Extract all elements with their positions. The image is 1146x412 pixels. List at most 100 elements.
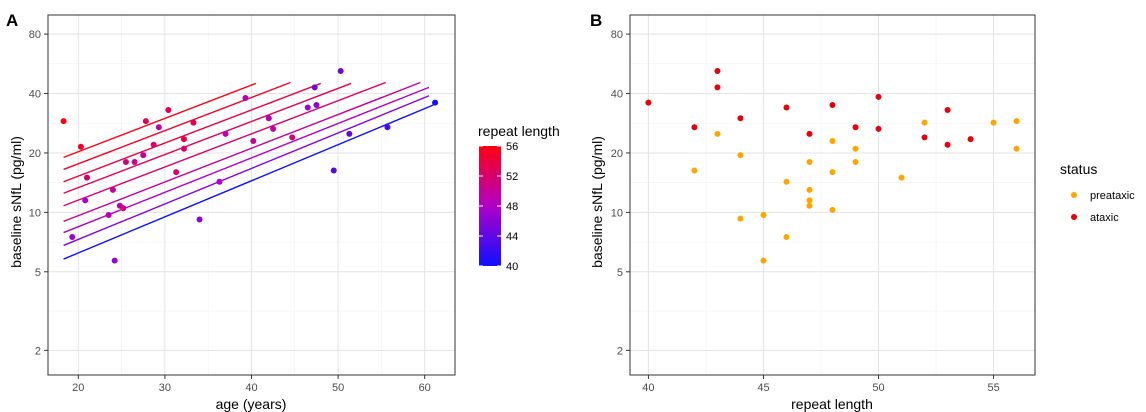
panel-a-y-tick-label: 20 bbox=[29, 148, 41, 160]
data-point bbox=[270, 125, 277, 132]
colorbar-tick-label: 48 bbox=[506, 201, 518, 213]
colorbar-tick-label: 40 bbox=[506, 261, 518, 273]
data-point-ataxic bbox=[645, 99, 652, 106]
panel-a-y-tick-label: 2 bbox=[35, 345, 41, 357]
data-point bbox=[120, 205, 127, 212]
legend-key-ataxic bbox=[1071, 214, 1077, 220]
data-point-ataxic bbox=[967, 136, 974, 143]
data-point-preataxic bbox=[829, 137, 836, 144]
data-point-preataxic bbox=[691, 167, 698, 174]
data-point bbox=[60, 118, 67, 125]
panel-a-x-tick-label: 30 bbox=[159, 382, 171, 394]
repeat-length-legend-title: repeat length bbox=[478, 123, 560, 139]
data-point-ataxic bbox=[852, 124, 859, 131]
data-point-ataxic bbox=[737, 115, 744, 122]
data-point bbox=[122, 158, 129, 165]
data-point-preataxic bbox=[806, 158, 813, 165]
panel-b-x-tick-label: 50 bbox=[872, 382, 884, 394]
repeat-length-legend: repeat length 40 44 48 52 56 bbox=[478, 123, 560, 273]
data-point bbox=[265, 115, 272, 122]
data-point-preataxic bbox=[1013, 145, 1020, 152]
data-point bbox=[173, 169, 180, 176]
panel-b-plot-area: 40 45 50 55 2 5 10 20 40 80 bbox=[611, 14, 1036, 394]
panel-b-x-axis-label: repeat length bbox=[791, 396, 873, 412]
data-point-preataxic bbox=[1013, 118, 1020, 125]
data-point-preataxic bbox=[806, 197, 813, 204]
regression-line bbox=[63, 81, 291, 171]
panel-a-y-tick-label: 10 bbox=[29, 207, 41, 219]
panel-b-y-tick-label: 40 bbox=[611, 89, 623, 101]
data-point-ataxic bbox=[714, 84, 721, 91]
data-point bbox=[111, 257, 118, 264]
data-point bbox=[432, 99, 439, 106]
panel-a-x-tick-label: 40 bbox=[245, 382, 257, 394]
legend-key-preataxic bbox=[1071, 192, 1077, 198]
panel-b-y-tick-label: 20 bbox=[611, 148, 623, 160]
panel-b-y-tick-label: 2 bbox=[617, 345, 623, 357]
data-point-ataxic bbox=[875, 125, 882, 132]
panel-a-y-tick-label: 40 bbox=[29, 89, 41, 101]
panel-a-x-axis-label: age (years) bbox=[216, 396, 287, 412]
data-point-preataxic bbox=[806, 202, 813, 209]
data-point bbox=[289, 134, 296, 141]
regression-line bbox=[63, 95, 430, 247]
data-point-ataxic bbox=[944, 141, 951, 148]
data-point bbox=[77, 143, 84, 150]
data-point-preataxic bbox=[760, 257, 767, 264]
panel-b-border bbox=[629, 14, 1036, 376]
regression-line bbox=[63, 82, 352, 194]
panel-b-x-tick-label: 55 bbox=[987, 382, 999, 394]
regression-line bbox=[63, 82, 322, 183]
panel-b-x-tick-label: 45 bbox=[757, 382, 769, 394]
data-point bbox=[109, 186, 116, 193]
data-point-ataxic bbox=[921, 134, 928, 141]
repeat-length-colorbar bbox=[479, 146, 501, 266]
data-point bbox=[142, 118, 149, 125]
panel-a-y-axis-label: baseline sNfL (pg/ml) bbox=[8, 136, 24, 268]
data-point-ataxic bbox=[944, 107, 951, 114]
status-legend-title: status bbox=[1060, 161, 1097, 177]
regression-line bbox=[63, 82, 257, 159]
data-point-preataxic bbox=[737, 215, 744, 222]
data-point bbox=[346, 130, 353, 137]
data-point-preataxic bbox=[829, 206, 836, 213]
panel-a-y-tick-label: 80 bbox=[29, 29, 41, 41]
data-point-preataxic bbox=[898, 174, 905, 181]
data-point bbox=[180, 136, 187, 143]
data-point bbox=[140, 152, 147, 159]
data-point bbox=[165, 107, 172, 114]
colorbar-tick-label: 44 bbox=[506, 231, 518, 243]
panel-a-x-tick-label: 50 bbox=[332, 382, 344, 394]
data-point-preataxic bbox=[852, 158, 859, 165]
data-point-ataxic bbox=[691, 124, 698, 131]
panel-a-tag: A bbox=[6, 11, 18, 30]
data-point-ataxic bbox=[806, 130, 813, 137]
regression-line bbox=[63, 86, 430, 234]
data-point bbox=[83, 174, 90, 181]
data-point-ataxic bbox=[714, 68, 721, 75]
panel-b-y-axis-label: baseline sNfL (pg/ml) bbox=[589, 136, 605, 268]
data-point bbox=[180, 145, 187, 152]
data-point-ataxic bbox=[829, 101, 836, 108]
status-legend: status preataxic ataxic bbox=[1060, 161, 1135, 224]
data-point bbox=[384, 124, 391, 131]
panel-a-y-tick-label: 5 bbox=[35, 267, 41, 279]
regression-line bbox=[63, 81, 421, 223]
panel-b-y-tick-label: 10 bbox=[611, 207, 623, 219]
colorbar-tick-label: 56 bbox=[506, 141, 518, 153]
data-point bbox=[313, 101, 320, 108]
data-point bbox=[330, 167, 337, 174]
legend-label-ataxic: ataxic bbox=[1090, 212, 1119, 224]
data-point bbox=[196, 216, 203, 223]
data-point-preataxic bbox=[783, 234, 790, 241]
data-point bbox=[69, 234, 76, 241]
data-point bbox=[222, 130, 229, 137]
data-point-preataxic bbox=[714, 130, 721, 137]
data-point-preataxic bbox=[829, 169, 836, 176]
data-point bbox=[190, 119, 197, 126]
data-point bbox=[131, 158, 138, 165]
data-point-preataxic bbox=[760, 211, 767, 218]
panel-b-x-tick-label: 40 bbox=[642, 382, 654, 394]
data-point bbox=[216, 178, 223, 185]
legend-label-preataxic: preataxic bbox=[1090, 190, 1135, 202]
